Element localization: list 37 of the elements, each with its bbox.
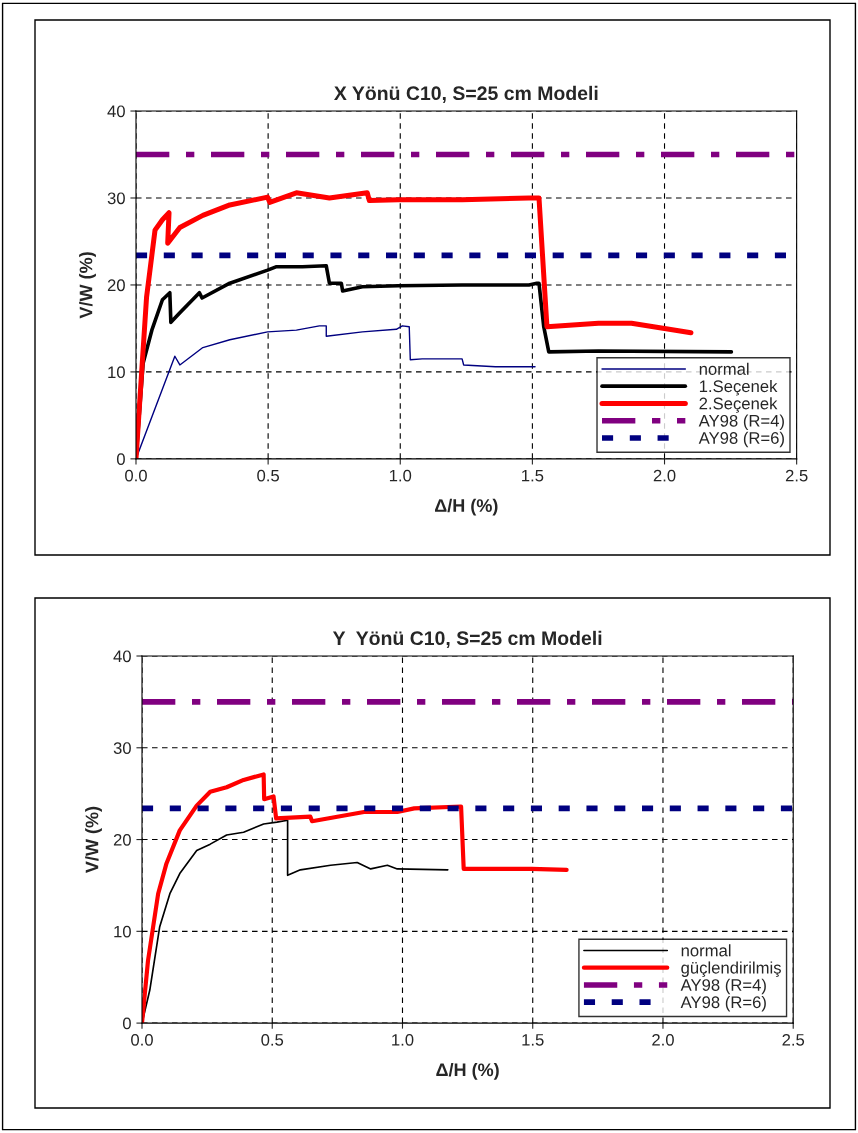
y-tick-label: 10 bbox=[114, 925, 131, 938]
y-tick-label: 0 bbox=[116, 453, 125, 466]
x-axis-title: Δ/H (%) bbox=[436, 1062, 499, 1080]
x-tick-label: 2.5 bbox=[785, 469, 808, 482]
x-tick-label: 2.0 bbox=[653, 469, 676, 482]
y-tick-label: 30 bbox=[107, 192, 125, 205]
x-tick-label: 1.0 bbox=[392, 1033, 414, 1046]
y-tick-label: 10 bbox=[108, 366, 125, 379]
x-tick-label: 0.0 bbox=[131, 1033, 153, 1046]
legend-label: güçlendirilmiş bbox=[681, 961, 781, 978]
y-axis-title: V/W (%) bbox=[85, 806, 102, 874]
y-tick-label: 20 bbox=[107, 279, 125, 292]
y-tick-label: 0 bbox=[122, 1017, 131, 1030]
x-tick-label: 0.5 bbox=[257, 469, 280, 482]
chart-title: X Yönü C10, S=25 cm Modeli bbox=[334, 85, 598, 103]
x-tick-label: 1.5 bbox=[522, 469, 544, 482]
x-axis-title: Δ/H (%) bbox=[434, 498, 498, 516]
x-tick-label: 0.5 bbox=[261, 1033, 284, 1046]
legend-label: AY98 (R=6) bbox=[680, 995, 766, 1012]
y-axis-title: V/W (%) bbox=[79, 252, 96, 319]
chart-title: Y Yönü C10, S=25 cm Modeli bbox=[332, 630, 602, 648]
legend-label: 1.Seçenek bbox=[699, 379, 778, 396]
x-tick-label: 2.0 bbox=[652, 1033, 674, 1046]
x-tick-label: 0.0 bbox=[125, 469, 147, 482]
x-tick-label: 1.5 bbox=[522, 1034, 544, 1046]
x-tick-label: 2.5 bbox=[782, 1033, 805, 1046]
y-tick-label: 40 bbox=[107, 105, 125, 118]
y-tick-label: 30 bbox=[113, 742, 131, 754]
legend-label: AY98 (R=6) bbox=[698, 431, 784, 448]
legend-label: AY98 (R=4) bbox=[698, 414, 784, 430]
y-tick-label: 40 bbox=[113, 650, 131, 663]
y-tick-label: 20 bbox=[113, 833, 131, 846]
legend-label: 2.Seçenek bbox=[699, 397, 778, 413]
x-tick-label: 1.0 bbox=[389, 469, 412, 482]
legend-label: normal bbox=[699, 362, 749, 375]
legend-label: AY98 (R=4) bbox=[680, 978, 766, 995]
legend-label: normal bbox=[681, 944, 731, 957]
